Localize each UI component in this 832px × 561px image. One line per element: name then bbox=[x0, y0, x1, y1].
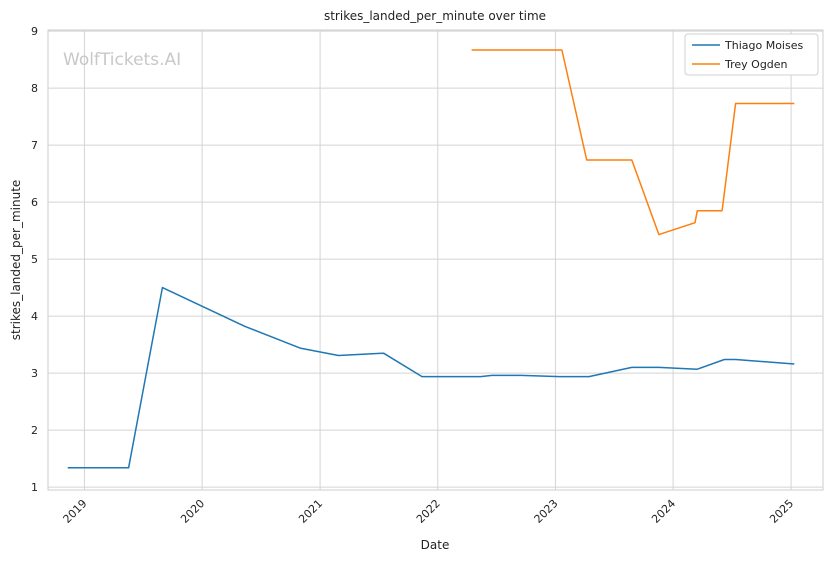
y-tick-label: 3 bbox=[31, 367, 38, 380]
x-axis-label: Date bbox=[421, 538, 450, 552]
y-tick-label: 4 bbox=[31, 310, 38, 323]
x-tick-labels: 2019 2020 2021 2022 2023 2024 2025 bbox=[61, 497, 797, 526]
series-lines bbox=[67, 49, 795, 469]
x-tick-label: 2025 bbox=[767, 497, 796, 526]
y-tick-label: 5 bbox=[31, 253, 38, 266]
x-tick-label: 2022 bbox=[414, 497, 443, 526]
watermark-text: WolfTickets.AI bbox=[63, 50, 181, 70]
y-tick-label: 7 bbox=[31, 139, 38, 152]
x-tick-label: 2020 bbox=[178, 497, 207, 526]
y-tick-labels: 1 2 3 4 5 6 7 8 9 bbox=[31, 25, 38, 494]
legend: Thiago Moises Trey Ogden bbox=[684, 33, 819, 76]
y-tick-label: 8 bbox=[31, 82, 38, 95]
legend-label-thiago-moises: Thiago Moises bbox=[724, 39, 803, 52]
plot-area bbox=[47, 29, 824, 491]
x-tick-label: 2019 bbox=[61, 497, 90, 526]
x-tick-label: 2023 bbox=[532, 497, 561, 526]
y-tick-label: 2 bbox=[31, 424, 38, 437]
y-tick-label: 6 bbox=[31, 196, 38, 209]
series-line-trey-ogden bbox=[471, 49, 795, 236]
y-axis-label: strikes_landed_per_minute bbox=[9, 180, 23, 341]
grid bbox=[48, 30, 823, 490]
legend-label-trey-ogden: Trey Ogden bbox=[724, 58, 788, 71]
y-tick-label: 9 bbox=[31, 25, 38, 38]
series-line-thiago-moises bbox=[67, 286, 795, 469]
x-tick-label: 2021 bbox=[296, 497, 325, 526]
x-tick-label: 2024 bbox=[649, 497, 678, 526]
y-tick-label: 1 bbox=[31, 481, 38, 494]
chart-title: strikes_landed_per_minute over time bbox=[324, 9, 546, 23]
